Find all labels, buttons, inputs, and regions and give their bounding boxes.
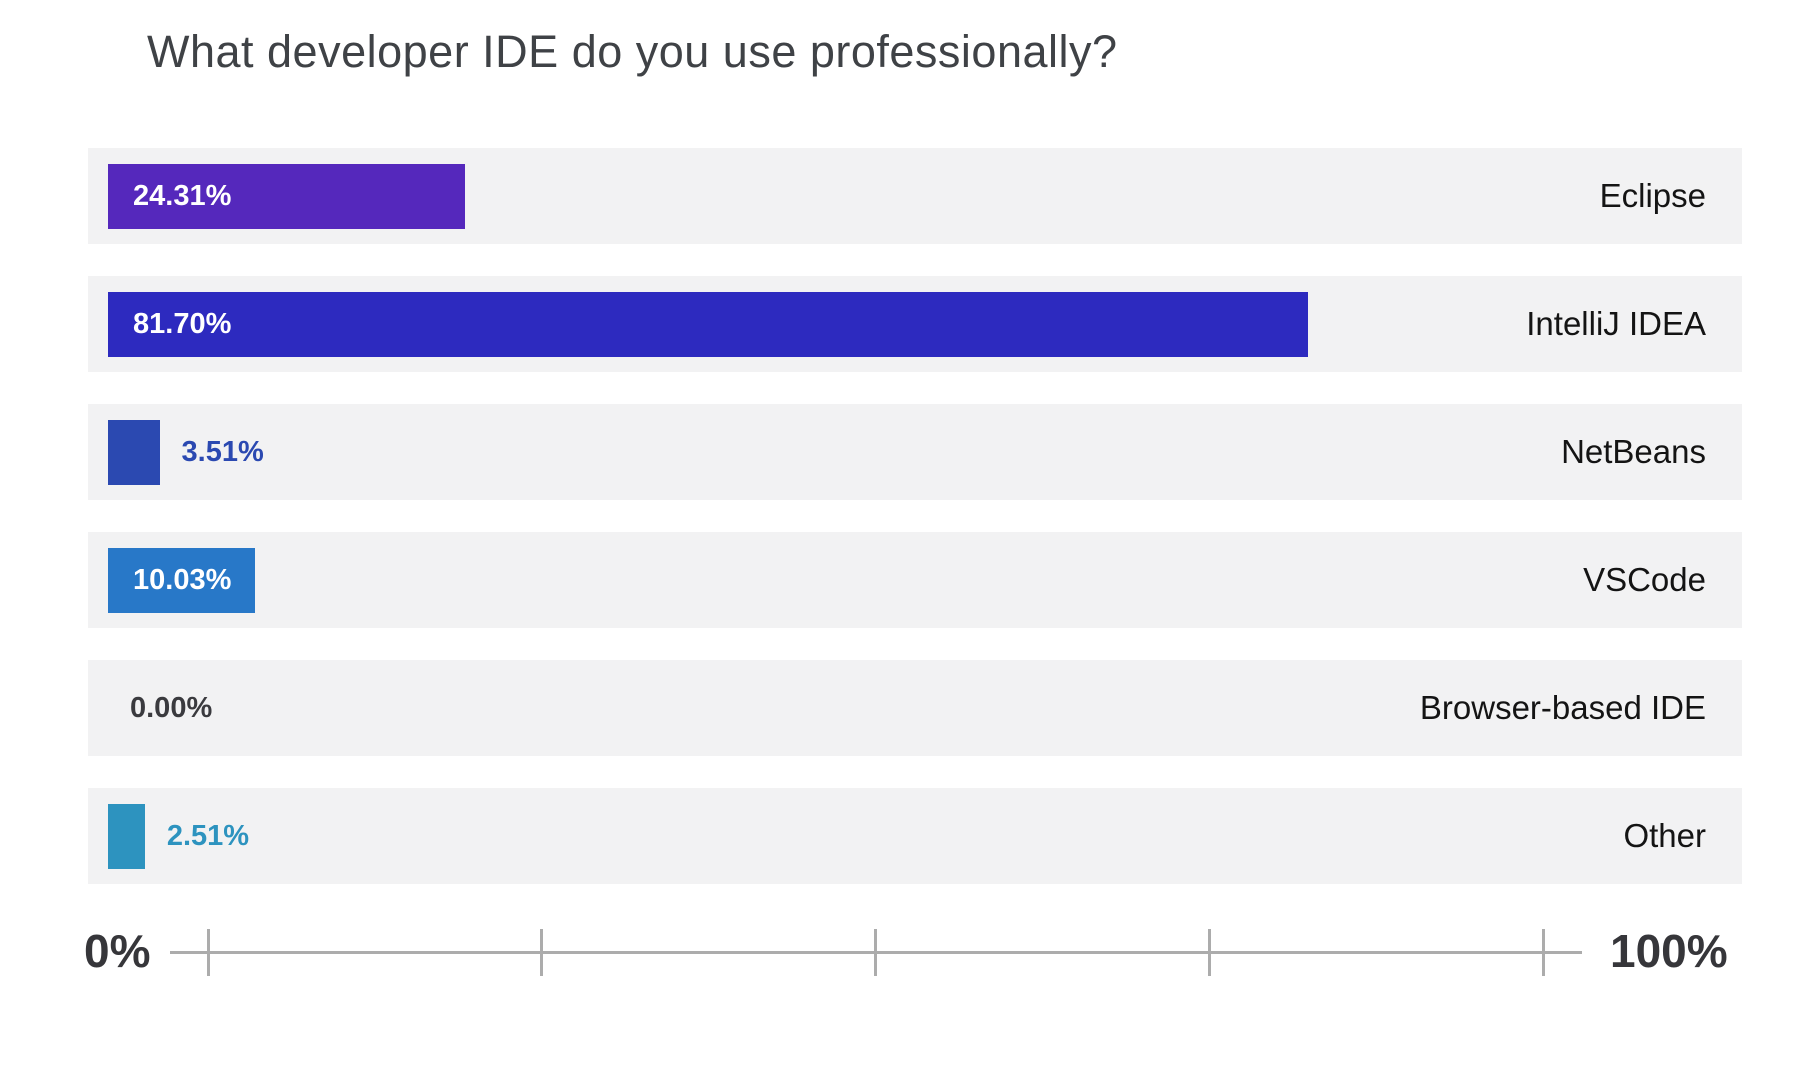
category-label: Other	[1623, 817, 1706, 854]
bar-track: 10.03%	[108, 532, 256, 628]
category-label: Browser-based IDE	[1419, 689, 1706, 726]
value-label: 81.70%	[133, 307, 232, 340]
chart-row: 81.70% IntelliJ IDEA	[88, 276, 1742, 372]
axis-line	[170, 951, 1582, 954]
value-label: 24.31%	[133, 179, 232, 212]
bar	[108, 803, 145, 869]
bar: 81.70%	[108, 291, 1309, 357]
bar-track: 81.70%	[108, 276, 1309, 372]
bar-track: 3.51%	[108, 404, 264, 500]
bar: 24.31%	[108, 163, 466, 229]
chart-row: 10.03% VSCode	[88, 532, 1742, 628]
axis-tick	[1207, 929, 1211, 976]
axis-tick	[874, 929, 877, 976]
axis-tick	[206, 929, 210, 976]
chart-row: 2.51% Other	[88, 788, 1742, 884]
value-label: 0.00%	[130, 691, 213, 724]
category-label: NetBeans	[1561, 433, 1706, 470]
bar-track: 0.00%	[108, 660, 212, 756]
value-label: 10.03%	[133, 563, 232, 596]
category-label: IntelliJ IDEA	[1526, 305, 1706, 342]
bar: 10.03%	[108, 547, 256, 613]
bar-track: 2.51%	[108, 788, 249, 884]
chart-row: 0.00% Browser-based IDE	[88, 660, 1742, 756]
bar-track: 24.31%	[108, 148, 466, 244]
axis-min-label: 0%	[84, 925, 151, 977]
bar	[108, 419, 160, 485]
axis-tick	[540, 929, 544, 976]
chart-row: 3.51% NetBeans	[88, 404, 1742, 500]
chart-title: What developer IDE do you use profession…	[147, 26, 1118, 77]
axis-tick	[1541, 929, 1545, 976]
category-label: VSCode	[1583, 561, 1706, 598]
chart-row: 24.31% Eclipse	[88, 148, 1742, 244]
axis-max-label: 100%	[1610, 925, 1728, 977]
value-label: 2.51%	[166, 819, 250, 852]
value-label: 3.51%	[181, 435, 264, 468]
bar-rows: 24.31% Eclipse 81.70% IntelliJ IDEA 3.51…	[88, 148, 1742, 916]
category-label: Eclipse	[1599, 177, 1706, 214]
